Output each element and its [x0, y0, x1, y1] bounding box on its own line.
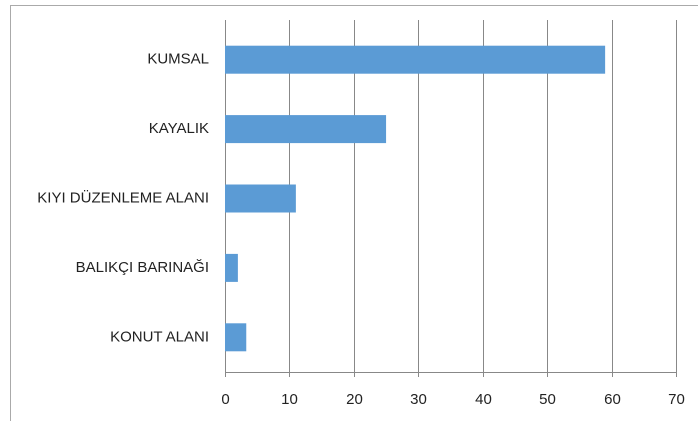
- y-tick-label: KONUT ALANI: [110, 328, 209, 345]
- bar: [225, 45, 606, 74]
- x-tick-label: 20: [346, 391, 363, 408]
- x-tick-label: 40: [475, 391, 492, 408]
- y-tick-label: BALIKÇI BARINAĞI: [76, 259, 209, 276]
- x-tick-label: 50: [539, 391, 556, 408]
- x-tick-label: 70: [668, 391, 685, 408]
- y-tick-label: KAYALIK: [149, 120, 209, 137]
- x-tick-label: 0: [221, 391, 229, 408]
- bar: [225, 115, 387, 144]
- x-tick-label: 10: [281, 391, 298, 408]
- y-tick-label: KIYI DÜZENLEME ALANI: [37, 188, 209, 206]
- bar: [225, 323, 247, 352]
- y-tick-label: KUMSAL: [147, 51, 209, 68]
- x-tick-label: 30: [410, 391, 427, 408]
- x-tick-label: 60: [604, 391, 621, 408]
- bar: [225, 253, 238, 282]
- bar: [225, 184, 296, 213]
